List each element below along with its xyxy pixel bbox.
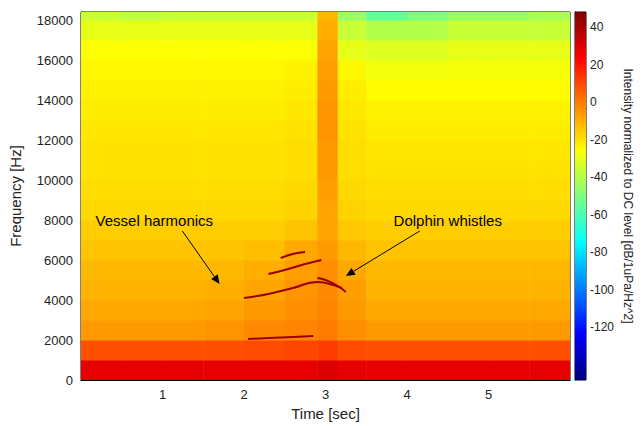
svg-text:-20: -20 <box>590 133 608 147</box>
svg-text:Frequency [Hz]: Frequency [Hz] <box>7 145 24 247</box>
svg-text:1: 1 <box>159 387 166 402</box>
svg-text:Dolphin whistles: Dolphin whistles <box>394 212 502 229</box>
svg-text:10000: 10000 <box>37 173 73 188</box>
svg-text:5: 5 <box>485 387 492 402</box>
svg-text:4: 4 <box>403 387 410 402</box>
svg-text:Intensity normalized to DC lev: Intensity normalized to DC level [dB/1uP… <box>621 68 635 323</box>
svg-text:Time [sec]: Time [sec] <box>291 405 360 422</box>
svg-text:0: 0 <box>590 95 597 109</box>
svg-text:-60: -60 <box>590 208 608 222</box>
svg-text:8000: 8000 <box>44 213 73 228</box>
svg-text:3: 3 <box>322 387 329 402</box>
svg-text:2000: 2000 <box>44 333 73 348</box>
svg-text:6000: 6000 <box>44 253 73 268</box>
svg-text:-80: -80 <box>590 245 608 259</box>
svg-text:-100: -100 <box>590 283 614 297</box>
svg-text:-120: -120 <box>590 320 614 334</box>
svg-text:40: 40 <box>590 20 604 34</box>
svg-text:20: 20 <box>590 58 604 72</box>
svg-text:14000: 14000 <box>37 93 73 108</box>
svg-text:-40: -40 <box>590 170 608 184</box>
svg-text:18000: 18000 <box>37 13 73 28</box>
svg-text:12000: 12000 <box>37 133 73 148</box>
svg-text:2: 2 <box>240 387 247 402</box>
svg-text:Vessel harmonics: Vessel harmonics <box>96 212 214 229</box>
svg-text:4000: 4000 <box>44 293 73 308</box>
svg-text:16000: 16000 <box>37 53 73 68</box>
svg-text:0: 0 <box>66 373 73 388</box>
